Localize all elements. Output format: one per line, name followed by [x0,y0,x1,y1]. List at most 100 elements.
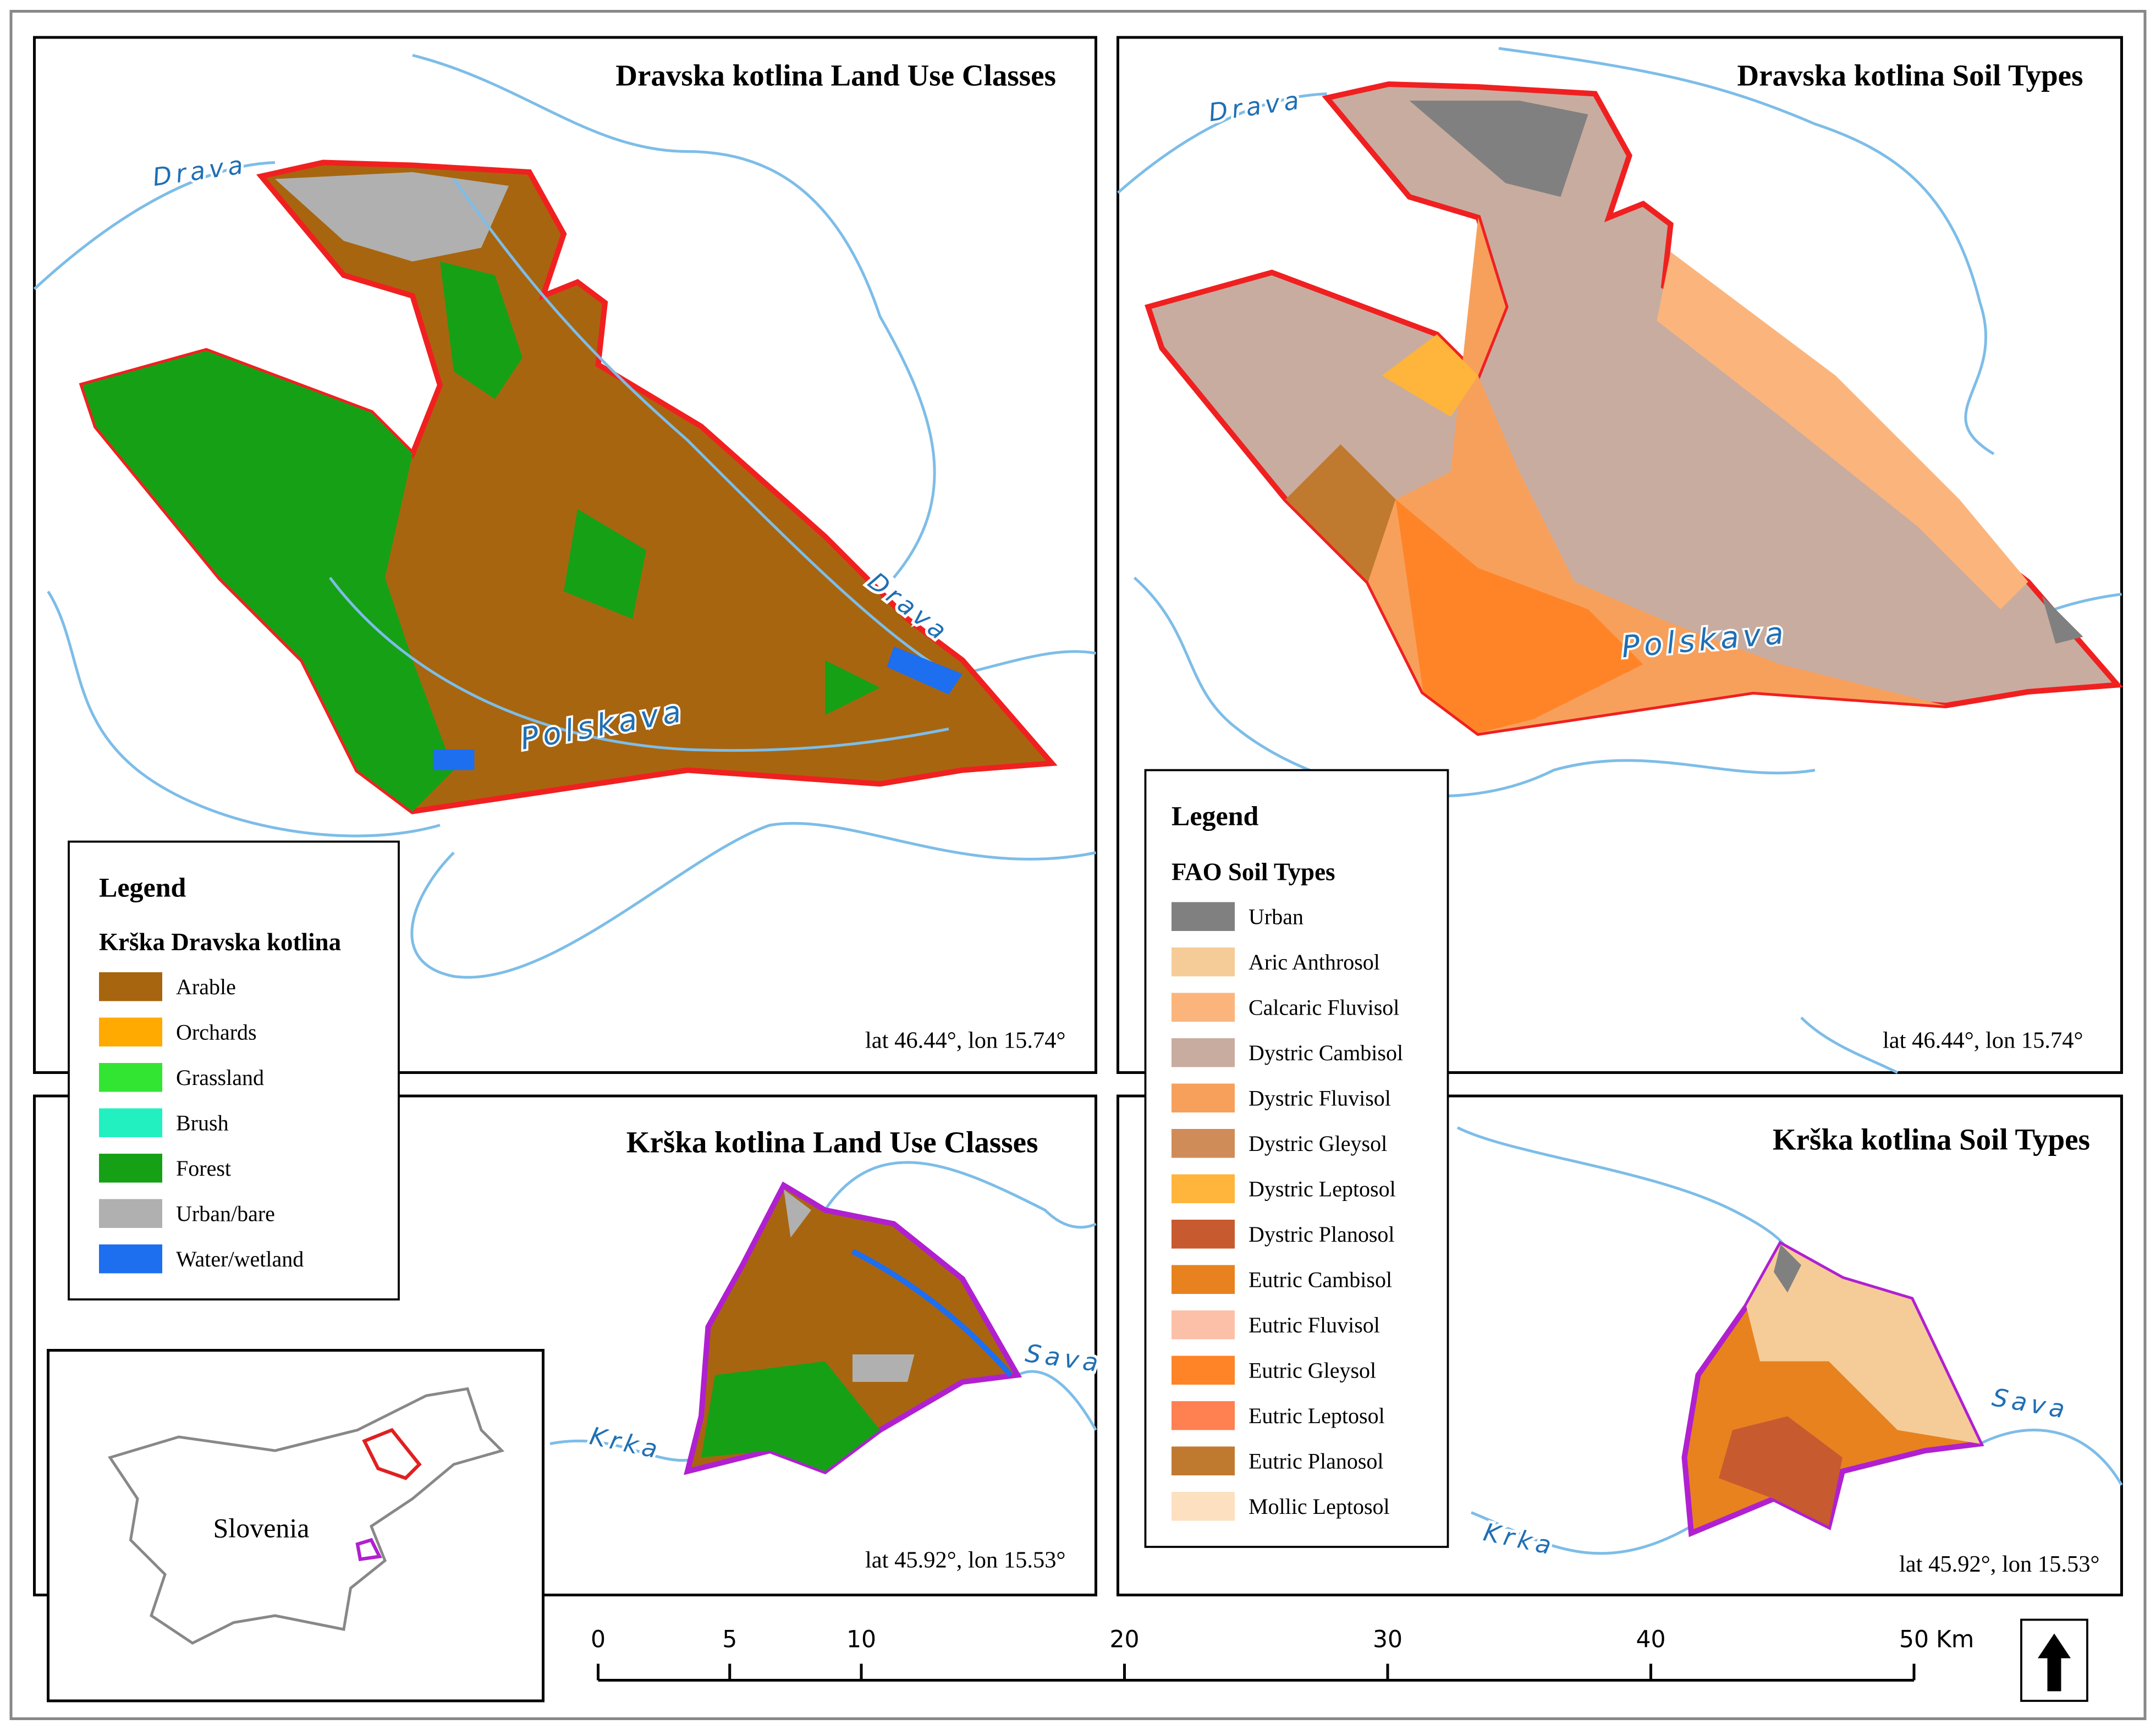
legend-label: Dystric Planosol [1248,1222,1395,1247]
legend-subtitle: Krška Dravska kotlina [99,928,341,956]
river [33,161,276,290]
outer-frame [9,10,2147,1720]
coordinates: lat 46.44°, lon 15.74° [1883,1028,2083,1054]
legend-swatch [1172,1401,1235,1430]
legend-swatch [99,1199,162,1228]
river [1471,1511,1692,1555]
legend-label: Eutric Planosol [1248,1449,1384,1474]
legend-label: Calcaric Fluvisol [1248,995,1399,1020]
legend-swatch [99,972,162,1001]
panel-title: Dravska kotlina Land Use Classes [615,59,1056,92]
legend-subtitle: FAO Soil Types [1172,858,1335,886]
soil-area [1719,1416,1843,1527]
coordinates: lat 45.92°, lon 15.53° [865,1547,1066,1573]
legend-label: Urban/bare [176,1202,275,1226]
legend-label: Urban [1248,905,1304,929]
scale-bar: 0 5 10 20 30 40 50 Km [591,1627,1974,1682]
legend-label: Dystric Cambisol [1248,1040,1403,1065]
legend-swatch [1172,1310,1235,1340]
river [452,178,950,675]
legend-swatch [1172,1220,1235,1249]
river [549,1439,702,1462]
river [1800,1016,1899,1074]
forest-area [701,1361,880,1472]
panel-dravska-soil: Dravska kotlina Soil Types lat 46.44°, l… [1116,36,2124,1074]
river [1016,1370,1097,1431]
panel-title: Krška kotlina Soil Types [1773,1123,2090,1156]
river [851,1249,1013,1377]
scale-tick-label: 10 [846,1627,876,1654]
soil-area [1657,252,2028,609]
legend-swatch [99,1017,162,1046]
legend-swatch [1172,902,1235,931]
river [410,822,1097,979]
river [1498,47,1995,455]
urban-area [1409,101,2083,644]
legend-label: Dystric Leptosol [1248,1177,1396,1202]
legend-title: Legend [99,872,186,903]
inset-map: Slovenia [47,1349,544,1703]
legend-swatch [1172,1356,1235,1385]
scale-tick-label: 0 [591,1627,606,1654]
legend-swatch [99,1244,162,1274]
legend-label: Eutric Cambisol [1248,1268,1392,1292]
legend-label: Aric Anthrosol [1248,950,1380,974]
river [823,1161,1097,1229]
dravska-location [362,1428,422,1480]
river [1979,1429,2123,1486]
legend-label: Dystric Gleysol [1248,1131,1387,1156]
river [329,576,949,752]
legend-swatch [1172,1129,1235,1158]
legend-title: Legend [1172,801,1259,831]
river [1116,92,1327,194]
urban-area [275,172,509,262]
soil-legend: Legend FAO Soil Types Urban Aric Anthroso… [1144,769,1449,1548]
scale-unit: Km [1936,1627,1974,1654]
legend-swatch [1172,1174,1235,1203]
legend-swatch [1172,1265,1235,1294]
scale-tick-label: 40 [1636,1627,1665,1654]
soil-area [1285,444,1396,582]
legend-swatch [1172,1083,1235,1112]
legend-label: Arable [176,974,236,999]
legend-swatch [1172,1492,1235,1521]
water-area [433,646,963,770]
scale-tick-label: 30 [1373,1627,1402,1654]
river [47,591,441,838]
scale-tick-label: 50 [1899,1627,1929,1654]
coordinates: lat 45.92°, lon 15.53° [1899,1551,2100,1577]
inset-label: Slovenia [213,1513,310,1544]
legend-frame [1144,769,1449,1548]
forest-area [440,261,880,715]
krska-location [355,1538,382,1562]
legend-swatch [99,1108,162,1137]
legend-swatch [1172,947,1235,977]
river [412,54,936,579]
urban-area [1774,1244,1801,1293]
north-arrow [2020,1618,2088,1702]
panel-title: Dravska kotlina Soil Types [1737,59,2083,92]
coordinates: lat 46.44°, lon 15.74° [865,1028,1066,1054]
legend-swatch [99,1154,162,1183]
legend-swatch [1172,993,1235,1022]
panel-title: Krška kotlina Land Use Classes [626,1126,1038,1159]
soil-area [1746,1244,1980,1444]
legend-label: Forest [176,1156,231,1181]
soil-area [1382,334,1478,417]
legend-label: Grassland [176,1065,264,1090]
legend-label: Brush [176,1111,229,1136]
slovenia-outline [108,1387,505,1645]
legend-swatch [99,1063,162,1092]
legend-label: Dystric Fluvisol [1248,1086,1391,1111]
legend-swatch [1172,1038,1235,1067]
land-use-legend: Legend Krška Dravska kotlina Arable Orcha… [68,840,400,1301]
urban-area [784,1189,915,1382]
legend-label: Eutric Fluvisol [1248,1313,1380,1337]
scale-tick-label: 5 [722,1627,737,1654]
legend-label: Eutric Leptosol [1248,1403,1385,1428]
legend-label: Orchards [176,1020,257,1045]
soil-area [1395,499,1643,733]
legend-swatch [1172,1446,1235,1475]
